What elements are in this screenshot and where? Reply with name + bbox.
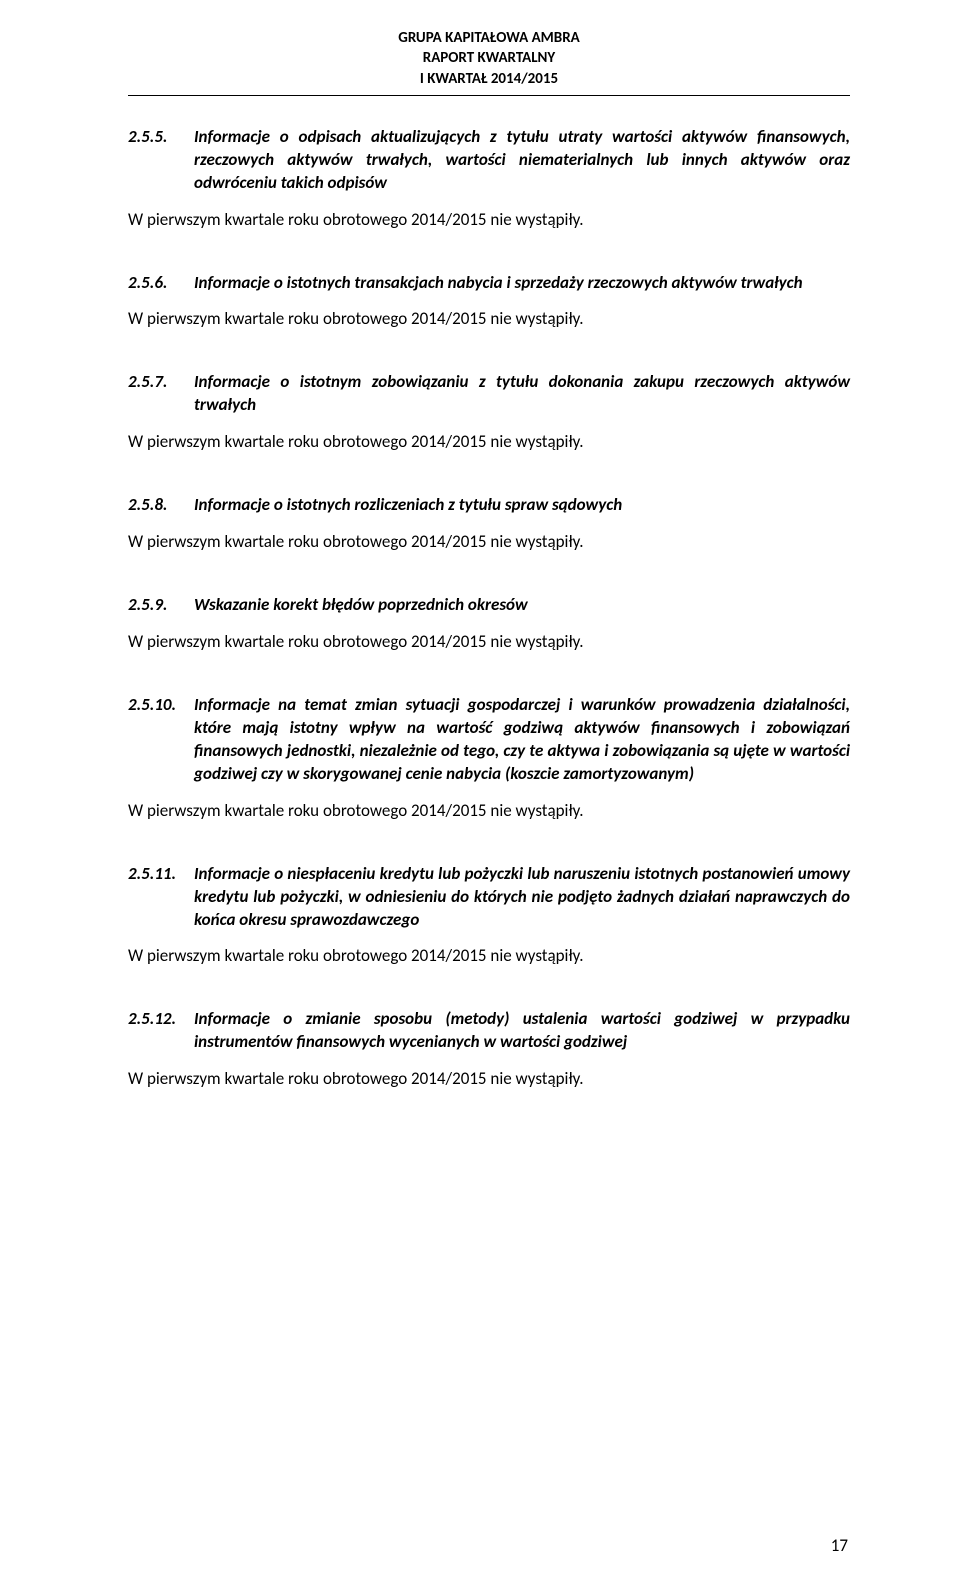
document-page: GRUPA KAPITAŁOWA AMBRA RAPORT KWARTALNY … bbox=[0, 0, 960, 1582]
section-body: W pierwszym kwartale roku obrotowego 201… bbox=[128, 431, 850, 454]
header-line-2: RAPORT KWARTALNY bbox=[128, 48, 850, 68]
section-title: Wskazanie korekt błędów poprzednich okre… bbox=[194, 594, 850, 617]
section-heading: 2.5.10.Informacje na temat zmian sytuacj… bbox=[128, 694, 850, 786]
section-title: Informacje o odpisach aktualizujących z … bbox=[194, 126, 850, 195]
section-number: 2.5.12. bbox=[128, 1008, 194, 1031]
section-body: W pierwszym kwartale roku obrotowego 201… bbox=[128, 308, 850, 331]
section-heading: 2.5.12.Informacje o zmianie sposobu (met… bbox=[128, 1008, 850, 1054]
section-number: 2.5.10. bbox=[128, 694, 194, 717]
section-body: W pierwszym kwartale roku obrotowego 201… bbox=[128, 631, 850, 654]
page-header: GRUPA KAPITAŁOWA AMBRA RAPORT KWARTALNY … bbox=[128, 28, 850, 89]
section: 2.5.11.Informacje o niespłaceniu kredytu… bbox=[128, 863, 850, 969]
section-heading: 2.5.9.Wskazanie korekt błędów poprzednic… bbox=[128, 594, 850, 617]
section-title: Informacje o istotnych transakcjach naby… bbox=[194, 272, 850, 295]
section-title: Informacje o istotnym zobowiązaniu z tyt… bbox=[194, 371, 850, 417]
section-number: 2.5.6. bbox=[128, 272, 194, 295]
section-heading: 2.5.7.Informacje o istotnym zobowiązaniu… bbox=[128, 371, 850, 417]
section-number: 2.5.8. bbox=[128, 494, 194, 517]
section-title: Informacje na temat zmian sytuacji gospo… bbox=[194, 694, 850, 786]
section: 2.5.6.Informacje o istotnych transakcjac… bbox=[128, 272, 850, 332]
section-title: Informacje o zmianie sposobu (metody) us… bbox=[194, 1008, 850, 1054]
header-line-1: GRUPA KAPITAŁOWA AMBRA bbox=[128, 28, 850, 48]
section-body: W pierwszym kwartale roku obrotowego 201… bbox=[128, 945, 850, 968]
header-rule bbox=[128, 95, 850, 96]
section: 2.5.7.Informacje o istotnym zobowiązaniu… bbox=[128, 371, 850, 454]
section-body: W pierwszym kwartale roku obrotowego 201… bbox=[128, 800, 850, 823]
section-title: Informacje o niespłaceniu kredytu lub po… bbox=[194, 863, 850, 932]
section-body: W pierwszym kwartale roku obrotowego 201… bbox=[128, 1068, 850, 1091]
section: 2.5.9.Wskazanie korekt błędów poprzednic… bbox=[128, 594, 850, 654]
header-line-3: I KWARTAŁ 2014/2015 bbox=[128, 69, 850, 89]
section-heading: 2.5.8.Informacje o istotnych rozliczenia… bbox=[128, 494, 850, 517]
section-number: 2.5.9. bbox=[128, 594, 194, 617]
section-heading: 2.5.5.Informacje o odpisach aktualizując… bbox=[128, 126, 850, 195]
section: 2.5.5.Informacje o odpisach aktualizując… bbox=[128, 126, 850, 232]
page-number: 17 bbox=[831, 1535, 848, 1556]
section: 2.5.10.Informacje na temat zmian sytuacj… bbox=[128, 694, 850, 823]
sections-container: 2.5.5.Informacje o odpisach aktualizując… bbox=[128, 126, 850, 1091]
section-number: 2.5.7. bbox=[128, 371, 194, 394]
section-number: 2.5.11. bbox=[128, 863, 194, 886]
section: 2.5.12.Informacje o zmianie sposobu (met… bbox=[128, 1008, 850, 1091]
section-heading: 2.5.6.Informacje o istotnych transakcjac… bbox=[128, 272, 850, 295]
section-number: 2.5.5. bbox=[128, 126, 194, 149]
section: 2.5.8.Informacje o istotnych rozliczenia… bbox=[128, 494, 850, 554]
section-heading: 2.5.11.Informacje o niespłaceniu kredytu… bbox=[128, 863, 850, 932]
section-title: Informacje o istotnych rozliczeniach z t… bbox=[194, 494, 850, 517]
section-body: W pierwszym kwartale roku obrotowego 201… bbox=[128, 209, 850, 232]
section-body: W pierwszym kwartale roku obrotowego 201… bbox=[128, 531, 850, 554]
